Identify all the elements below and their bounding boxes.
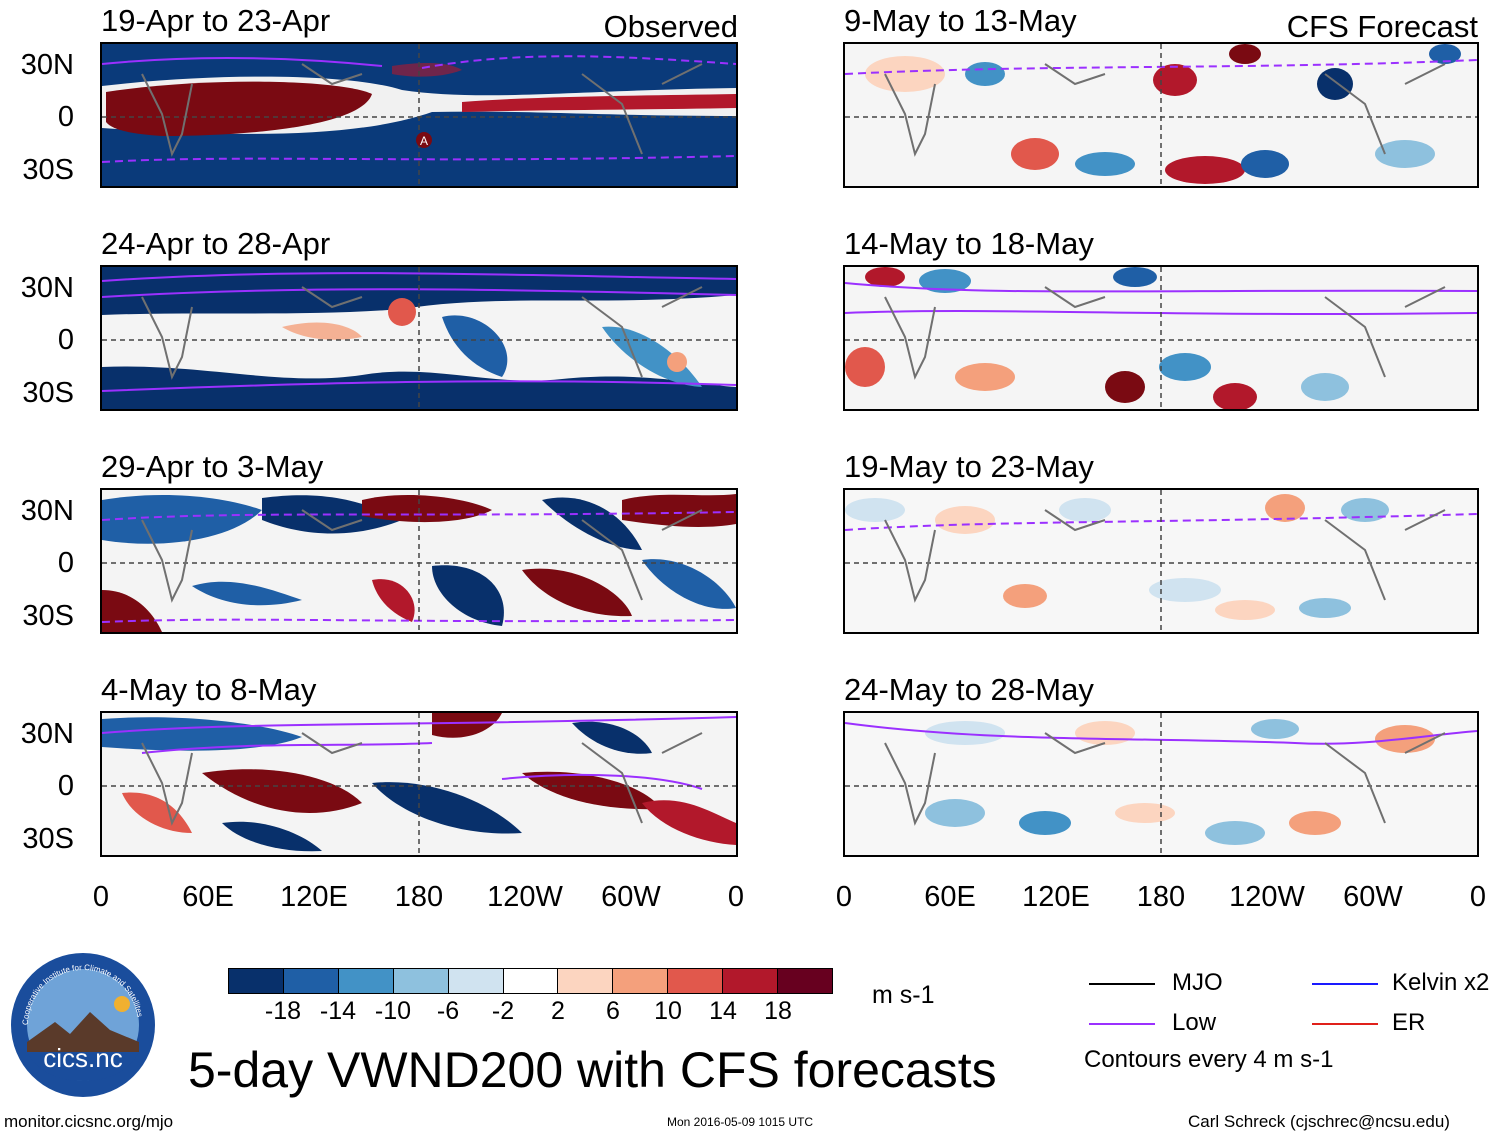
observed-panel-2-map [100, 265, 738, 411]
colorbar [228, 968, 833, 994]
lat-label-p2-30n: 30N [20, 272, 74, 304]
forecast-panel-3-field [845, 490, 1477, 632]
lat-label-p1-eq: 0 [57, 101, 74, 133]
lat-label-p3-30s: 30S [22, 600, 74, 632]
colorbar-swatch-7 [557, 969, 613, 993]
legend-low-label: Low [1172, 1009, 1217, 1036]
forecast-panel-2-title: 14-May to 18-May [844, 226, 1094, 261]
lat-label-p1-30n: 30N [20, 49, 74, 81]
observed-panel-1-field: A [102, 44, 736, 186]
observed-panel-1-map: A [100, 42, 738, 188]
legend-er-label: ER [1392, 1009, 1426, 1036]
footer-author: Carl Schreck (cjschrec@ncsu.edu) [1188, 1112, 1450, 1131]
observed-panel-2-field [102, 267, 736, 409]
lon-label-right-60e: 60E [924, 881, 976, 913]
colorbar-swatch-3 [337, 969, 393, 993]
colorbar-tick-6: 2 [551, 997, 565, 1025]
observed-marker-label: A [420, 134, 428, 148]
forecast-panel-4-title: 24-May to 28-May [844, 672, 1094, 707]
lat-label-p2-30s: 30S [22, 377, 74, 409]
observed-marker [416, 132, 432, 148]
cicsnc-logo: Cooperative Institute for Climate and Sa… [10, 952, 156, 1098]
lon-label-left-60e: 60E [182, 881, 234, 913]
colorbar-swatch-4 [392, 969, 448, 993]
colorbar-tick-8: 10 [654, 997, 682, 1025]
forecast-panel-3-map [843, 488, 1479, 634]
lat-label-p3-30n: 30N [20, 495, 74, 527]
legend-er-line [1312, 1023, 1378, 1025]
colorbar-swatch-5 [447, 969, 503, 993]
lon-label-left-120w: 120W [487, 881, 563, 913]
colorbar-tick-1: -18 [264, 997, 302, 1025]
lat-label-p4-30n: 30N [20, 718, 74, 750]
colorbar-swatch-9 [667, 969, 723, 993]
colorbar-tick-3: -10 [374, 997, 412, 1025]
legend-contour-note: Contours every 4 m s-1 [1084, 1046, 1334, 1073]
forecast-panel-2-field [845, 267, 1477, 409]
lon-label-left-60w: 60W [601, 881, 661, 913]
lon-label-left-0: 0 [92, 881, 110, 913]
colorbar-swatch-11 [777, 969, 832, 993]
lon-label-left-120e: 120E [280, 881, 348, 913]
lat-label-p3-eq: 0 [57, 547, 74, 579]
colorbar-swatch-10 [722, 969, 778, 993]
legend-mjo-label: MJO [1172, 969, 1223, 996]
colorbar-tick-9: 14 [709, 997, 737, 1025]
footer-timestamp: Mon 2016-05-09 1015 UTC [667, 1115, 814, 1129]
legend-kelvin-line [1312, 983, 1378, 985]
colorbar-units: m s-1 [872, 981, 935, 1009]
colorbar-swatch-6 [502, 969, 558, 993]
lon-label-right-180: 180 [1136, 881, 1186, 913]
forecast-panel-2-map [843, 265, 1479, 411]
observed-panel-4-map [100, 711, 738, 857]
lon-label-right-0-end: 0 [1469, 881, 1487, 913]
lat-label-p4-30s: 30S [22, 823, 74, 855]
observed-panel-3-title: 29-Apr to 3-May [101, 449, 324, 484]
observed-panel-1-title: 19-Apr to 23-Apr [101, 3, 331, 38]
colorbar-tick-5: -2 [491, 997, 515, 1025]
lon-label-right-0: 0 [835, 881, 853, 913]
colorbar-tick-10: 18 [764, 997, 792, 1025]
lon-label-right-120e: 120E [1022, 881, 1090, 913]
colorbar-tick-4: -6 [436, 997, 460, 1025]
legend-kelvin-label: Kelvin x2 [1392, 969, 1490, 996]
forecast-panel-3-title: 19-May to 23-May [844, 449, 1094, 484]
forecast-column-header: CFS Forecast [1286, 9, 1478, 44]
lon-label-left-180: 180 [394, 881, 444, 913]
colorbar-swatch-2 [282, 969, 338, 993]
lon-label-right-120w: 120W [1229, 881, 1305, 913]
main-title: 5-day VWND200 with CFS forecasts [188, 1042, 997, 1098]
forecast-panel-4-field [845, 713, 1477, 855]
lat-label-p2-eq: 0 [57, 324, 74, 356]
observed-panel-2-title: 24-Apr to 28-Apr [101, 226, 331, 261]
legend-mjo-line [1089, 983, 1155, 985]
forecast-panel-4-map [843, 711, 1479, 857]
forecast-panel-1-title: 9-May to 13-May [844, 3, 1077, 38]
legend-low-line [1089, 1023, 1155, 1025]
lon-label-right-60w: 60W [1343, 881, 1403, 913]
observed-panel-3-map [100, 488, 738, 634]
logo-text: cics.nc [43, 1043, 122, 1073]
forecast-panel-1-map [843, 42, 1479, 188]
colorbar-tick-2: -14 [319, 997, 357, 1025]
colorbar-swatch-8 [612, 969, 668, 993]
lat-label-p4-eq: 0 [57, 770, 74, 802]
observed-column-header: Observed [603, 9, 738, 44]
forecast-panel-1-field [845, 44, 1477, 186]
observed-panel-3-field [102, 490, 736, 632]
lat-label-p1-30s: 30S [22, 154, 74, 186]
observed-panel-4-field [102, 713, 736, 855]
observed-panel-4-title: 4-May to 8-May [101, 672, 317, 707]
lon-label-left-0-end: 0 [727, 881, 745, 913]
colorbar-swatches [229, 969, 832, 993]
colorbar-swatch-1 [229, 969, 283, 993]
footer-url[interactable]: monitor.cicsnc.org/mjo [4, 1112, 174, 1131]
colorbar-tick-7: 6 [606, 997, 620, 1025]
